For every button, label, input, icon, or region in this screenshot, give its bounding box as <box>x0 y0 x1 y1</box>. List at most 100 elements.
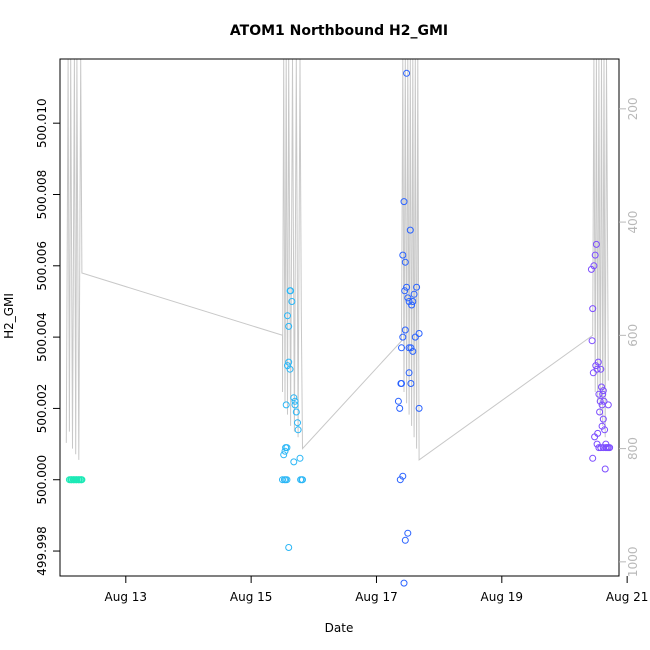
x-axis: Aug 13 Aug 15 Aug 17 Aug 19 Aug 21 <box>105 576 649 604</box>
plot-frame <box>59 58 620 577</box>
right-y-tick-label: 1000 <box>626 547 640 578</box>
right-y-tick-label: 800 <box>626 437 640 460</box>
data-point <box>411 333 419 341</box>
data-point <box>413 283 421 291</box>
data-point <box>75 476 83 484</box>
data-point <box>599 415 607 423</box>
x-tick-label: Aug 19 <box>481 590 524 604</box>
data-point <box>604 401 612 409</box>
y-tick-label: 500.010 <box>35 98 49 148</box>
data-point <box>286 365 294 373</box>
data-point <box>401 536 409 544</box>
y-tick-label: 499.998 <box>35 526 49 576</box>
data-point <box>67 476 75 484</box>
data-point <box>285 322 293 330</box>
data-point <box>590 262 598 270</box>
data-point <box>291 401 299 409</box>
depth-track-line <box>65 58 609 461</box>
data-point <box>70 476 78 484</box>
data-point <box>406 226 414 234</box>
y-tick-label: 500.004 <box>35 312 49 362</box>
data-point <box>401 287 409 295</box>
data-point <box>601 465 609 473</box>
data-point <box>589 305 597 313</box>
data-point <box>415 330 423 337</box>
data-point <box>409 347 417 355</box>
data-point <box>592 240 600 248</box>
right-y-axis: 200 400 600 800 1000 <box>619 97 640 577</box>
data-point <box>404 529 412 537</box>
x-axis-label: Date <box>325 621 354 635</box>
data-point <box>398 344 405 352</box>
data-point <box>279 476 286 484</box>
data-point <box>606 444 614 452</box>
data-point <box>589 454 597 462</box>
data-point <box>290 458 298 466</box>
x-tick-label: Aug 17 <box>355 590 398 604</box>
data-point <box>288 298 296 305</box>
y-tick-label: 500.008 <box>35 170 49 220</box>
x-tick-label: Aug 13 <box>105 590 148 604</box>
data-point <box>299 476 306 484</box>
y-axis: 499.998 500.000 500.002 500.004 500.006 500.0… <box>35 98 60 576</box>
data-point <box>72 476 80 484</box>
data-point <box>589 369 597 377</box>
x-tick-label: Aug 21 <box>606 590 649 604</box>
data-point <box>593 365 601 373</box>
data-point <box>591 251 599 259</box>
data-point <box>294 419 301 427</box>
data-point <box>291 397 299 405</box>
data-point <box>283 444 291 452</box>
data-point <box>409 298 417 305</box>
data-point <box>599 387 607 395</box>
data-point <box>283 476 291 484</box>
data-point <box>77 476 85 484</box>
data-point <box>598 422 606 430</box>
data-point <box>399 333 407 341</box>
right-y-tick-label: 400 <box>626 211 640 234</box>
data-point <box>596 397 604 405</box>
data-point <box>399 251 407 259</box>
data-point <box>282 401 290 409</box>
depth-track <box>65 58 609 461</box>
y-tick-label: 500.002 <box>35 384 49 434</box>
data-point <box>290 394 298 402</box>
data-point <box>396 404 404 412</box>
data-point <box>599 390 607 398</box>
data-point <box>403 69 411 77</box>
data-point <box>410 290 418 298</box>
data-point <box>280 451 288 459</box>
data-point <box>292 408 300 416</box>
y-tick-label: 500.000 <box>35 455 49 505</box>
y-tick-label: 500.006 <box>35 241 49 291</box>
data-point <box>408 301 416 309</box>
data-point <box>597 365 605 373</box>
data-point <box>596 408 604 416</box>
x-tick-label: Aug 15 <box>230 590 273 604</box>
data-point <box>281 447 289 455</box>
y-axis-label: H2_GMI <box>2 293 16 339</box>
data-point <box>400 198 408 206</box>
data-point <box>404 294 412 302</box>
data-point <box>405 369 413 377</box>
right-y-tick-label: 200 <box>626 97 640 120</box>
chart-title: ATOM1 Northbound H2_GMI <box>230 23 448 39</box>
data-point <box>595 444 603 452</box>
data-point <box>415 404 423 412</box>
data-point <box>407 344 415 352</box>
data-point <box>600 397 608 405</box>
data-point <box>401 326 409 334</box>
data-point <box>287 287 295 295</box>
data-points <box>65 69 614 587</box>
data-point <box>400 579 408 587</box>
data-point <box>294 426 302 434</box>
data-point <box>593 440 601 448</box>
data-point <box>284 312 291 320</box>
data-point <box>588 337 596 345</box>
data-point <box>403 283 411 291</box>
data-point <box>591 433 599 441</box>
data-point <box>296 454 304 462</box>
data-point <box>394 397 402 405</box>
data-point <box>407 380 415 387</box>
